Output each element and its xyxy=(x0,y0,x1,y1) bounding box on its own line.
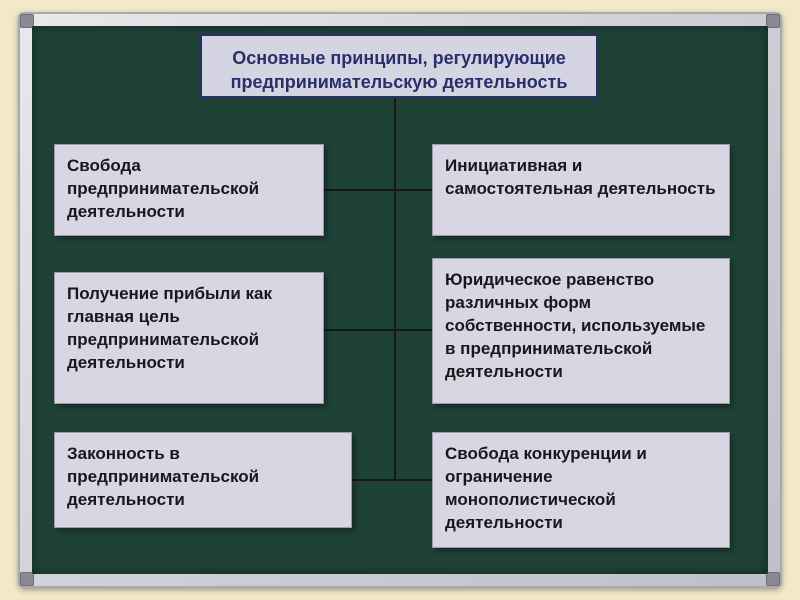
principle-box: Инициативная и самостоятельная деятельно… xyxy=(432,144,730,236)
principle-box: Получение прибыли как главная цель предп… xyxy=(54,272,324,404)
frame-corner xyxy=(766,14,780,28)
board-frame: Основные принципы, регулирующие предприн… xyxy=(18,12,782,588)
frame-corner xyxy=(766,572,780,586)
frame-corner xyxy=(20,572,34,586)
diagram-title: Основные принципы, регулирующие предприн… xyxy=(200,34,598,98)
principle-box: Свобода предпринимательской деятельности xyxy=(54,144,324,236)
principle-box: Законность в предпринимательской деятель… xyxy=(54,432,352,528)
chalkboard-surface: Основные принципы, регулирующие предприн… xyxy=(32,26,768,574)
principle-box: Юридическое равенство различных форм соб… xyxy=(432,258,730,404)
principle-box: Свобода конкуренции и ограничение монопо… xyxy=(432,432,730,548)
